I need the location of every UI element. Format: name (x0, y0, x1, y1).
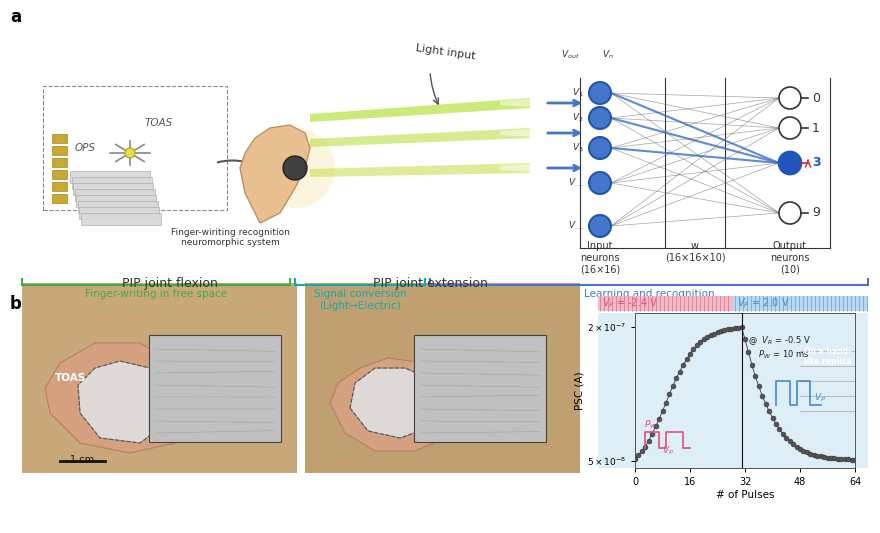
Text: a: a (10, 8, 21, 26)
Polygon shape (78, 361, 165, 443)
Text: $V_2$: $V_2$ (572, 112, 584, 124)
Text: TOAS: TOAS (55, 373, 86, 383)
Text: Input
neurons
(16×16): Input neurons (16×16) (580, 241, 620, 274)
FancyBboxPatch shape (22, 283, 297, 473)
FancyBboxPatch shape (52, 170, 67, 179)
Circle shape (779, 117, 801, 139)
Circle shape (779, 202, 801, 224)
Circle shape (779, 87, 801, 109)
Text: TOAS: TOAS (145, 118, 173, 128)
Text: Finger-writing in free space: Finger-writing in free space (85, 289, 227, 299)
Circle shape (589, 215, 611, 237)
Text: @  $V_R$ = -0.5 V
    $P_W$ = 10 ms: @ $V_R$ = -0.5 V $P_W$ = 10 ms (748, 334, 811, 361)
FancyBboxPatch shape (52, 146, 67, 155)
Text: $V_n$: $V_n$ (602, 49, 613, 61)
Text: b: b (10, 295, 22, 313)
FancyBboxPatch shape (75, 189, 155, 201)
Text: 1 cm: 1 cm (70, 455, 94, 465)
FancyBboxPatch shape (73, 183, 153, 195)
Polygon shape (500, 164, 530, 172)
Y-axis label: PSC (A): PSC (A) (574, 371, 584, 410)
Text: w
(16×16×10): w (16×16×10) (664, 241, 725, 263)
Text: c: c (600, 295, 610, 313)
FancyBboxPatch shape (77, 201, 158, 213)
Text: PIP joint extension: PIP joint extension (372, 277, 488, 290)
FancyBboxPatch shape (414, 335, 546, 442)
FancyBboxPatch shape (149, 335, 281, 442)
FancyBboxPatch shape (80, 213, 160, 225)
Text: $V_{out}$: $V_{out}$ (561, 49, 580, 61)
Circle shape (125, 148, 135, 158)
Text: 3: 3 (812, 157, 821, 169)
Circle shape (589, 82, 611, 104)
Text: Learning and recognition: Learning and recognition (583, 289, 715, 299)
X-axis label: # of Pulses: # of Pulses (715, 490, 774, 500)
Polygon shape (330, 358, 455, 451)
Text: OPS: OPS (75, 143, 96, 153)
Text: $V_{...}$: $V_{...}$ (568, 220, 584, 232)
FancyBboxPatch shape (52, 158, 67, 167)
Text: 0: 0 (812, 92, 820, 104)
FancyBboxPatch shape (305, 283, 580, 473)
Text: On a hand-
like replica: On a hand- like replica (803, 347, 851, 366)
Polygon shape (240, 125, 310, 223)
Text: $V_P$: $V_P$ (663, 445, 674, 457)
Text: Light input: Light input (415, 43, 476, 61)
FancyBboxPatch shape (598, 313, 868, 468)
FancyBboxPatch shape (598, 296, 733, 311)
Polygon shape (45, 343, 185, 453)
FancyBboxPatch shape (76, 195, 156, 207)
Text: PIP joint flexion: PIP joint flexion (122, 277, 218, 290)
Polygon shape (500, 99, 530, 107)
Text: 9: 9 (812, 206, 820, 220)
Circle shape (589, 137, 611, 159)
Text: Signal conversion
(Light→Electric): Signal conversion (Light→Electric) (313, 289, 407, 311)
FancyBboxPatch shape (79, 207, 159, 219)
FancyBboxPatch shape (52, 134, 67, 143)
Polygon shape (310, 98, 530, 122)
Circle shape (779, 152, 801, 174)
Text: $V_{...}$: $V_{...}$ (568, 177, 584, 189)
FancyBboxPatch shape (733, 296, 868, 311)
Text: $P_W$: $P_W$ (643, 419, 657, 431)
Text: $V_1$: $V_1$ (572, 87, 584, 99)
Text: Finger-wiriting recognition
neuromorphic system: Finger-wiriting recognition neuromorphic… (171, 228, 290, 247)
Polygon shape (310, 163, 530, 177)
FancyBboxPatch shape (52, 194, 67, 203)
Circle shape (589, 107, 611, 129)
Text: $V_P$ = 2.0 V: $V_P$ = 2.0 V (737, 296, 789, 310)
Text: $V_P$: $V_P$ (814, 392, 825, 404)
Polygon shape (310, 128, 530, 147)
Text: 1: 1 (812, 122, 820, 134)
Circle shape (255, 128, 335, 208)
Text: $V_P$ = -2.4 V: $V_P$ = -2.4 V (602, 296, 658, 310)
FancyBboxPatch shape (52, 182, 67, 191)
FancyBboxPatch shape (70, 171, 150, 183)
Text: $V_3$: $V_3$ (572, 142, 584, 154)
Circle shape (589, 172, 611, 194)
FancyBboxPatch shape (71, 177, 151, 189)
Polygon shape (500, 129, 530, 137)
Polygon shape (350, 368, 438, 438)
Text: Output
neurons
(10): Output neurons (10) (770, 241, 810, 274)
Circle shape (283, 156, 307, 180)
